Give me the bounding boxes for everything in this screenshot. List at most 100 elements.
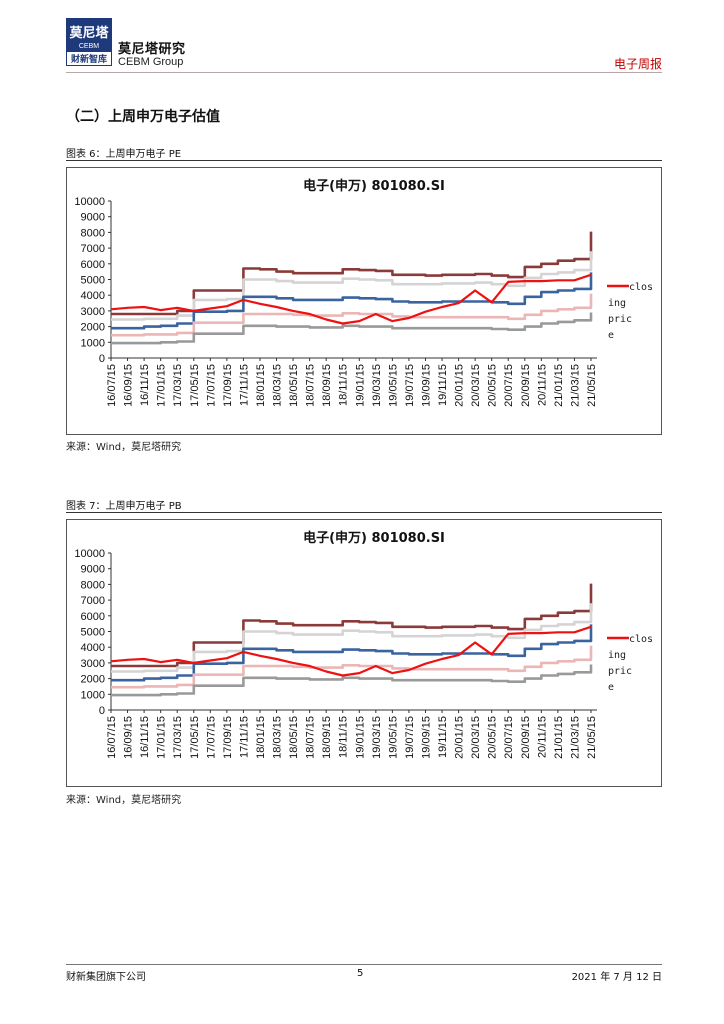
header-divider [66,72,662,73]
x-tick-label: 17/03/15 [172,364,184,407]
x-tick-label: 17/11/15 [238,716,250,758]
series-line-band [111,272,593,330]
footer-date: 2021 年 7 月 12 日 [571,972,662,983]
legend-label: clos ing pric e [608,634,653,693]
logo-graphic: 莫尼塔 CEBM 财新智库 [66,18,112,66]
x-tick-label: 17/09/15 [222,364,234,407]
x-tick-label: 18/11/15 [338,716,350,758]
figure-7-rule [66,512,662,513]
x-tick-label: 17/11/15 [238,364,250,406]
logo-mid-text: CEBM [79,43,99,50]
y-tick-label: 5000 [81,627,105,639]
y-tick-label: 7000 [81,595,105,607]
series-line-band [111,645,593,689]
x-tick-label: 17/05/15 [189,716,201,759]
legend-label: clos ing pric e [608,282,653,341]
x-tick-label: 20/03/15 [470,716,482,759]
x-tick-label: 16/11/15 [139,716,151,758]
x-tick-label: 18/05/15 [288,716,300,759]
x-tick-label: 21/03/15 [569,364,581,407]
y-tick-label: 4000 [81,642,105,654]
x-tick-label: 20/05/15 [487,716,499,759]
y-tick-label: 6000 [81,259,105,271]
figure-7-chart-frame: 电子(申万) 801080.SI 0 1000 2000 3000 4000 5000 600… [66,519,662,787]
x-tick-label: 21/05/15 [586,716,598,759]
y-tick-label: 7000 [81,243,105,255]
y-tick-label: 10000 [74,548,105,560]
x-tick-label: 21/05/15 [586,364,598,407]
x-tick-label: 19/07/15 [404,716,416,759]
x-tick-label: 17/01/15 [156,364,168,407]
footer-company: 财新集团旗下公司 [66,972,146,983]
x-tick-label: 19/05/15 [387,364,399,407]
x-tick-label: 18/11/15 [338,364,350,406]
series-line-band [111,624,593,682]
y-tick-label: 9000 [81,212,105,224]
x-tick-label: 19/09/15 [420,364,432,407]
x-tick-label: 18/03/15 [272,716,284,759]
x-tick-label: 18/01/15 [255,716,267,759]
series-line-band [111,583,593,668]
x-tick-label: 19/05/15 [387,716,399,759]
y-tick-label: 4000 [81,290,105,302]
series-line-band [111,293,593,337]
figure-7-chart: 电子(申万) 801080.SI 0 1000 2000 3000 4000 5000 600… [74,530,653,759]
x-tick-label: 19/01/15 [354,364,366,407]
x-tick-label: 20/09/15 [520,716,532,759]
company-logo: 莫尼塔 CEBM 财新智库 [66,18,112,66]
y-tick-label: 3000 [81,306,105,318]
x-tick-label: 17/05/15 [189,364,201,407]
x-tick-label: 20/07/15 [503,364,515,407]
x-tick-label: 20/09/15 [520,364,532,407]
x-tick-label: 17/01/15 [156,716,168,759]
x-tick-label: 16/07/15 [106,716,118,759]
x-tick-label: 18/03/15 [272,364,284,407]
x-tick-label: 19/01/15 [354,716,366,759]
figure-7-source: 来源：Wind，莫尼塔研究 [66,795,182,806]
x-tick-label: 18/01/15 [255,364,267,407]
x-tick-label: 20/05/15 [487,364,499,407]
y-tick-label: 8000 [81,579,105,591]
y-tick-label: 1000 [81,689,105,701]
series-line-band [111,231,593,316]
x-tick-label: 20/01/15 [454,716,466,759]
x-tick-label: 19/07/15 [404,364,416,407]
x-tick-label: 18/07/15 [305,364,317,407]
x-tick-label: 17/07/15 [205,716,217,759]
logo-top-text: 莫尼塔 [68,25,109,41]
chart-title: 电子(申万) 801080.SI [303,178,445,194]
x-tick-label: 17/09/15 [222,716,234,759]
y-tick-label: 2000 [81,674,105,686]
figure-6-chart: 电子(申万) 801080.SI 0 1000 2000 3000 4000 5000 600… [74,178,653,407]
x-tick-label: 20/03/15 [470,364,482,407]
figure-6-label: 图表 6：上周申万电子 PE [66,149,182,160]
series-line-band [111,312,593,345]
figure-6-chart-frame: 电子(申万) 801080.SI 0 1000 2000 3000 4000 5000 600… [66,167,662,435]
y-tick-label: 0 [99,705,105,717]
series-line-closing-price [110,625,592,677]
figure-6-source: 来源：Wind，莫尼塔研究 [66,442,182,453]
series-line-band [111,251,593,321]
y-tick-label: 8000 [81,227,105,239]
series-line-band [111,664,593,697]
x-tick-label: 20/11/15 [536,364,548,406]
x-tick-label: 16/07/15 [106,364,118,407]
x-tick-label: 19/09/15 [420,716,432,759]
y-tick-label: 2000 [81,322,105,334]
x-tick-label: 20/11/15 [536,716,548,758]
x-tick-label: 20/07/15 [503,716,515,759]
figure-7-label: 图表 7：上周申万电子 PB [66,501,182,512]
series-line-closing-price [110,273,592,325]
brand-name-en: CEBM Group [118,56,184,68]
chart-title: 电子(申万) 801080.SI [303,530,445,546]
figure-6-rule [66,160,662,161]
page-header: 莫尼塔 CEBM 财新智库 莫尼塔研究 CEBM Group 电子周报 [66,18,662,74]
x-tick-label: 18/09/15 [321,364,333,407]
x-tick-label: 19/03/15 [371,716,383,759]
x-tick-label: 16/09/15 [123,364,135,407]
x-tick-label: 21/01/15 [553,364,565,407]
x-tick-label: 17/07/15 [205,364,217,407]
y-tick-label: 9000 [81,564,105,576]
y-tick-label: 3000 [81,658,105,670]
y-tick-label: 10000 [74,196,105,208]
